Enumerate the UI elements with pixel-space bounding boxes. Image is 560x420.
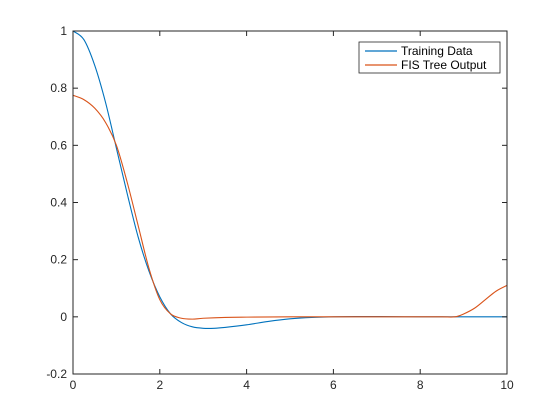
axes-box — [72, 30, 508, 375]
x-tick-label: 10 — [500, 378, 514, 392]
y-axis-ticks: -0.2 0 0.2 0.4 0.6 0.8 1 — [46, 24, 507, 381]
x-axis-ticks: 0 2 4 6 8 10 — [70, 31, 514, 392]
x-tick-label: 4 — [243, 378, 250, 392]
series-lines — [72, 30, 508, 329]
y-tick-label: 0.6 — [50, 138, 67, 152]
legend-box — [358, 41, 501, 74]
y-tick-label: 0.2 — [50, 253, 67, 267]
x-tick-label: 8 — [417, 378, 424, 392]
series-line-2 — [72, 94, 508, 320]
y-tick-label: 1 — [60, 24, 67, 38]
y-tick-label: 0 — [60, 310, 67, 324]
legend-label: FIS Tree Output — [401, 58, 487, 72]
series-line-1 — [72, 30, 507, 329]
y-tick-label: -0.2 — [46, 367, 67, 381]
x-tick-label: 6 — [330, 378, 337, 392]
y-tick-label: 0.8 — [50, 81, 67, 95]
x-tick-label: 2 — [156, 378, 163, 392]
y-tick-label: 0.4 — [50, 196, 67, 210]
x-tick-label: 0 — [70, 378, 77, 392]
legend-label: Training Data — [401, 44, 473, 58]
